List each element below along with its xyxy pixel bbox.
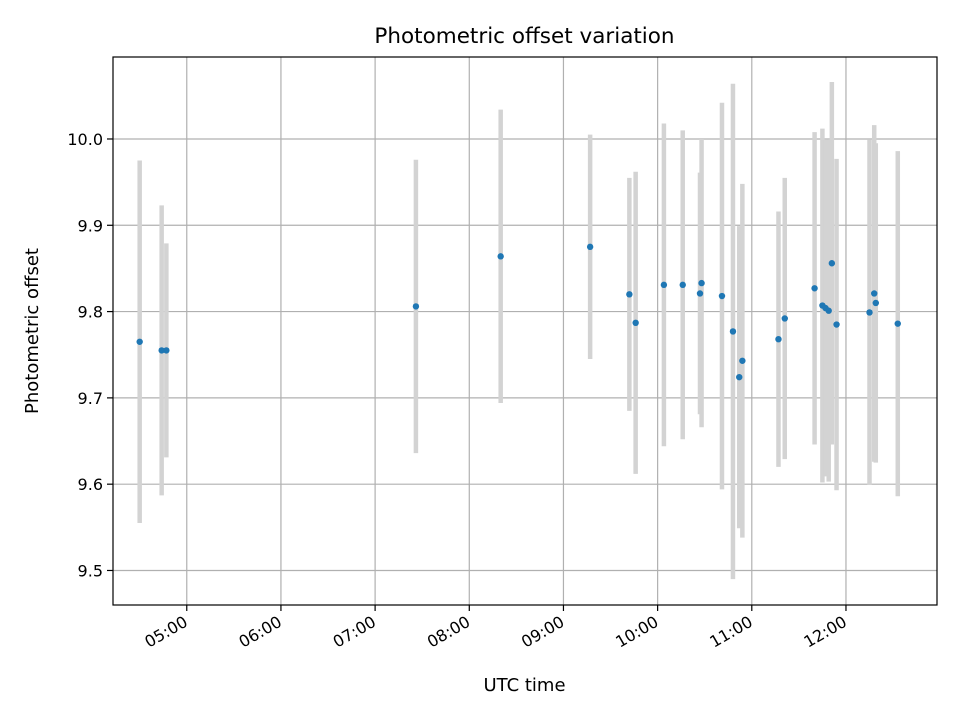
data-point [679,281,686,289]
data-point [696,290,704,297]
data-point [871,290,878,297]
data-point [825,307,832,314]
x-tick-label: 08:00 [424,612,473,652]
x-tick-label: 07:00 [330,612,379,652]
data-point [729,328,737,335]
data-point [163,347,170,354]
data-point [828,260,836,267]
data-point [739,357,746,364]
data-point [660,281,668,289]
data-point [698,279,705,287]
data-points [136,243,901,381]
plot-frame [112,56,938,606]
data-point [736,373,743,381]
data-point [626,291,633,298]
grid [113,57,937,605]
y-axis-label: Photometric offset [22,248,43,414]
chart-title: Photometric offset variation [374,24,674,49]
x-tick-label: 05:00 [141,612,190,652]
y-tick-label: 9.7 [78,389,103,408]
data-point [781,315,788,322]
y-tick-label: 9.5 [78,561,103,580]
x-axis-label: UTC time [483,675,565,696]
data-point [775,335,782,343]
y-tick-label: 10.0 [67,130,103,149]
x-tick-label: 10:00 [612,612,661,652]
error-bars [137,82,901,580]
data-point [872,299,879,307]
data-point [136,338,143,345]
y-tick-label: 9.8 [78,303,103,322]
data-point [894,320,901,327]
data-point [158,347,165,354]
x-tick-label: 06:00 [236,612,285,652]
x-tick-label: 11:00 [706,612,755,652]
x-tick-label: 09:00 [518,612,567,652]
data-point [811,285,818,292]
y-tick-label: 9.6 [78,475,103,494]
x-tick-label: 12:00 [801,612,850,652]
data-point [586,243,594,251]
data-point [718,292,726,300]
data-point [632,319,639,327]
data-point [412,303,420,310]
data-point [497,253,504,260]
data-point [866,309,873,316]
y-tick-label: 9.9 [78,216,103,235]
data-point [833,321,840,328]
